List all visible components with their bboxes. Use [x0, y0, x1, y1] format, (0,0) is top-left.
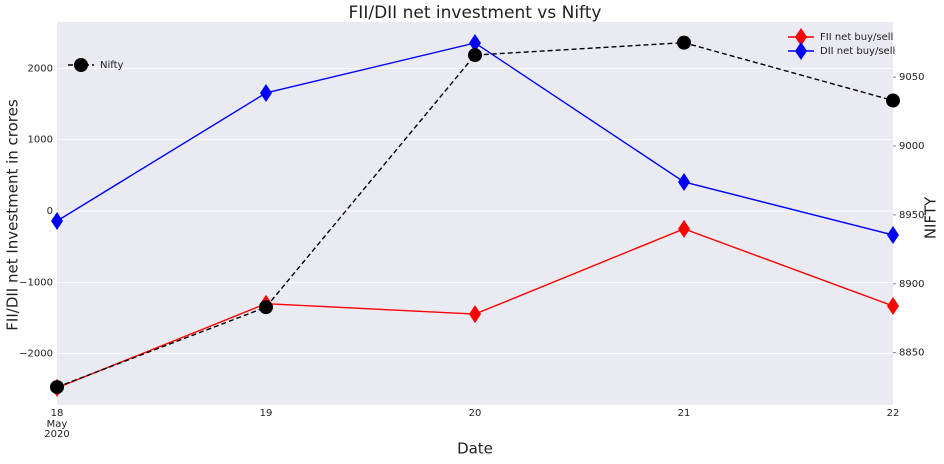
data-point [260, 83, 272, 102]
legend-marker [74, 58, 88, 72]
y-tick-label: −2000 [19, 349, 53, 360]
x-tick-label: 18 [51, 408, 64, 419]
y-tick-label: 2000 [28, 63, 53, 74]
legend-label: FII net buy/sell [820, 32, 893, 43]
y2-tick-label: 9000 [899, 141, 924, 152]
data-point [469, 305, 481, 324]
y-tick-label: 0 [47, 206, 53, 217]
y2-axis-label: NIFTY [922, 196, 940, 239]
data-point [887, 226, 899, 245]
legend-marker [795, 42, 807, 60]
chart-title: FII/DII net investment vs Nifty [349, 3, 602, 23]
data-point [678, 172, 690, 191]
data-point [887, 297, 899, 316]
y2-tick-label: 9050 [899, 72, 924, 83]
y-axis-label: FII/DII net Investment in crores [4, 99, 22, 331]
legend-marker [795, 28, 807, 46]
data-point [468, 48, 482, 63]
data-point [259, 300, 273, 315]
x-tick-label: 21 [678, 408, 691, 419]
x-tick-label: 19 [260, 408, 273, 419]
x-year-label: 2020 [44, 429, 69, 440]
y2-tick-label: 8850 [899, 348, 924, 359]
data-point [469, 33, 481, 52]
data-point [886, 93, 900, 108]
data-point [50, 380, 64, 395]
x-month-label: May [47, 419, 68, 430]
data-point [51, 211, 63, 230]
x-tick-label: 22 [887, 408, 900, 419]
legend-label: Nifty [100, 60, 124, 71]
x-tick-label: 20 [469, 408, 482, 419]
plot-area [57, 22, 893, 405]
y-tick-label: −1000 [19, 277, 53, 288]
legend-label: DII net buy/sell [820, 46, 895, 57]
series-line [56, 41, 894, 388]
data-point [677, 35, 691, 50]
data-point [678, 219, 690, 238]
y2-tick-label: 8950 [899, 210, 924, 221]
x-axis-label: Date [457, 440, 493, 458]
y-tick-label: 1000 [28, 135, 53, 146]
y2-tick-label: 8900 [899, 279, 924, 290]
